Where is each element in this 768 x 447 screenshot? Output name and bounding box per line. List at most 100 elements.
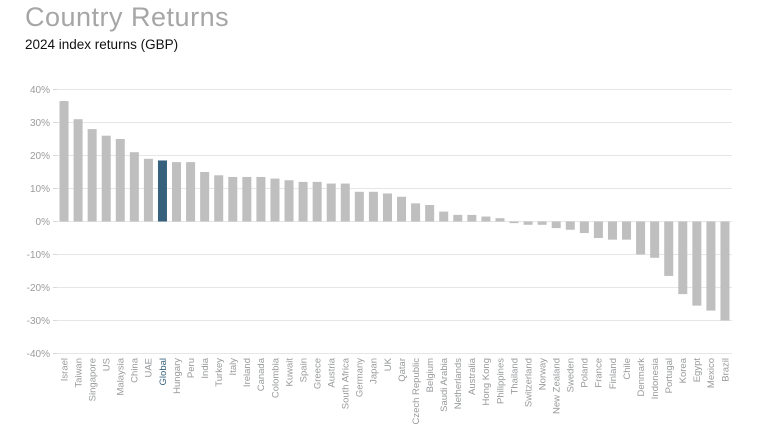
bar-colombia	[270, 178, 280, 222]
bar-australia	[467, 214, 477, 222]
bar-japan	[368, 191, 378, 222]
bar-hungary	[172, 162, 182, 222]
y-tick-label: -20%	[27, 283, 50, 294]
y-tick-label: 10%	[30, 184, 50, 195]
bar-india	[200, 172, 210, 222]
bar-philippines	[495, 218, 505, 222]
y-tick-label: 0%	[36, 217, 51, 228]
bar-mexico	[706, 221, 716, 311]
bar-chile	[622, 221, 632, 240]
bar-norway	[537, 221, 547, 225]
x-label-korea: Korea	[678, 357, 689, 383]
x-label-malaysia: Malaysia	[116, 357, 127, 395]
x-label-switzerland: Switzerland	[523, 358, 534, 407]
x-label-china: China	[130, 357, 141, 383]
bar-switzerland	[523, 221, 533, 225]
x-label-netherlands: Netherlands	[453, 358, 464, 409]
x-label-austria: Austria	[327, 357, 338, 387]
x-label-peru: Peru	[186, 358, 197, 378]
x-label-indonesia: Indonesia	[650, 357, 661, 399]
x-label-hungary: Hungary	[172, 358, 183, 394]
x-label-philippines: Philippines	[495, 358, 506, 404]
bar-china	[129, 152, 139, 222]
bar-indonesia	[650, 221, 660, 258]
bar-canada	[256, 176, 266, 222]
x-label-belgium: Belgium	[425, 358, 436, 392]
x-label-thailand: Thailand	[509, 358, 520, 394]
x-label-italy: Italy	[228, 358, 239, 376]
bar-brazil	[720, 221, 730, 321]
chart-subtitle: 2024 index returns (GBP)	[25, 37, 179, 52]
bar-kuwait	[284, 180, 294, 222]
bar-qatar	[397, 196, 407, 222]
x-label-us: US	[102, 358, 113, 371]
bar-greece	[312, 181, 322, 222]
bar-israel	[59, 101, 69, 222]
x-label-norway: Norway	[537, 358, 548, 390]
y-tick-label: -10%	[27, 250, 50, 261]
bar-uk	[382, 193, 392, 222]
bar-uae	[143, 158, 153, 222]
bar-sweden	[565, 221, 575, 230]
x-label-brazil: Brazil	[720, 358, 731, 382]
x-label-kuwait: Kuwait	[284, 358, 295, 387]
bar-thailand	[509, 221, 519, 224]
bar-belgium	[425, 205, 435, 222]
x-label-singapore: Singapore	[87, 358, 98, 401]
y-tick-label: 40%	[30, 85, 50, 96]
bar-poland	[579, 221, 589, 234]
bar-taiwan	[73, 119, 83, 222]
x-label-new-zealand: New Zealand	[552, 358, 563, 414]
x-label-france: France	[594, 358, 605, 388]
x-label-south-africa: South Africa	[341, 357, 352, 409]
x-label-egypt: Egypt	[692, 358, 703, 383]
page-title: Country Returns	[25, 2, 230, 32]
x-label-turkey: Turkey	[214, 358, 225, 387]
bar-netherlands	[453, 214, 463, 222]
y-tick-label: 30%	[30, 118, 50, 129]
bar-egypt	[692, 221, 702, 306]
x-label-uae: UAE	[144, 358, 155, 378]
x-label-greece: Greece	[312, 358, 323, 389]
bar-czech-republic	[411, 203, 421, 222]
y-tick-label: -30%	[27, 316, 50, 327]
x-label-japan: Japan	[369, 358, 380, 384]
x-label-hong-kong: Hong Kong	[481, 358, 492, 406]
bar-us	[101, 135, 111, 222]
x-label-australia: Australia	[467, 357, 478, 395]
bar-saudi-arabia	[439, 211, 449, 222]
bar-malaysia	[115, 139, 125, 222]
bar-austria	[326, 183, 336, 222]
bar-hong-kong	[481, 216, 491, 222]
bar-peru	[186, 162, 196, 222]
bar-korea	[678, 221, 688, 295]
x-label-germany: Germany	[355, 358, 366, 397]
y-tick-label: -40%	[27, 349, 50, 360]
bar-italy	[228, 176, 238, 222]
x-label-finland: Finland	[608, 358, 619, 389]
bar-new-zealand	[551, 221, 561, 229]
x-label-czech-republic: Czech Republic	[411, 358, 422, 425]
bar-denmark	[636, 221, 646, 255]
x-label-taiwan: Taiwan	[73, 358, 84, 388]
x-label-ireland: Ireland	[242, 358, 253, 387]
bar-global	[157, 160, 167, 222]
x-label-chile: Chile	[622, 358, 633, 380]
bar-spain	[298, 181, 308, 222]
x-label-uk: UK	[383, 357, 394, 371]
x-label-denmark: Denmark	[636, 358, 647, 397]
bar-ireland	[242, 176, 252, 222]
x-label-india: India	[200, 357, 211, 378]
bar-turkey	[214, 175, 224, 222]
x-label-global: Global	[158, 358, 169, 385]
bar-finland	[607, 221, 617, 240]
x-label-qatar: Qatar	[397, 358, 408, 382]
x-label-mexico: Mexico	[706, 358, 717, 388]
x-label-sweden: Sweden	[566, 358, 577, 392]
x-label-israel: Israel	[59, 358, 70, 381]
x-label-poland: Poland	[580, 358, 591, 388]
bar-germany	[354, 191, 364, 222]
x-label-spain: Spain	[298, 358, 309, 382]
